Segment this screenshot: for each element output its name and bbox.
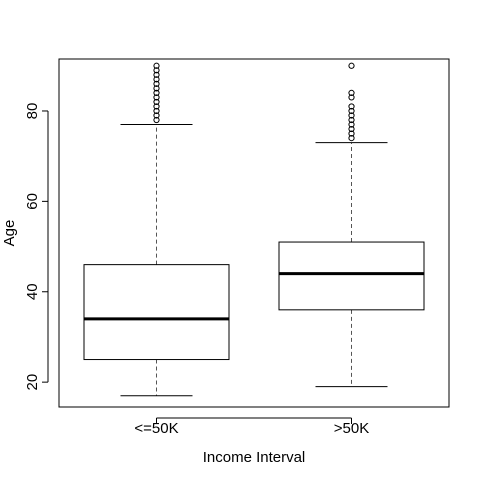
outlier-point: [348, 116, 355, 124]
outlier-point: [153, 62, 160, 69]
iqr-box: [83, 264, 230, 361]
outlier-point: [153, 67, 160, 74]
outlier-point: [153, 103, 160, 110]
outlier-point: [153, 98, 160, 106]
outlier-point: [153, 85, 160, 92]
outlier-point: [348, 130, 355, 137]
iqr-box: [278, 241, 425, 311]
x-tick-label: >50K: [334, 420, 369, 437]
outlier-point: [153, 76, 160, 83]
y-tick-label: 60: [24, 193, 41, 210]
outlier-point: [153, 80, 160, 87]
outlier-point: [348, 121, 355, 128]
y-axis-label: Age: [1, 220, 18, 247]
outlier-point: [153, 116, 160, 124]
outlier-point: [153, 107, 160, 115]
outlier-point: [348, 125, 355, 133]
outlier-point: [153, 89, 160, 96]
x-tick-label: <=50K: [134, 420, 178, 437]
y-tick-label: 80: [24, 103, 41, 120]
outlier-point: [348, 134, 355, 142]
outlier-point: [153, 71, 160, 78]
y-tick-label: 40: [24, 283, 41, 300]
plot-frame: [58, 58, 450, 408]
outlier-point: [348, 107, 355, 115]
y-tick-label: 20: [24, 374, 41, 391]
outlier-point: [348, 62, 355, 69]
outlier-point: [348, 103, 355, 110]
outlier-point: [153, 94, 160, 101]
outlier-point: [153, 112, 160, 119]
outlier-point: [348, 112, 355, 119]
x-axis-label: Income Interval: [203, 449, 306, 466]
outlier-point: [348, 94, 355, 101]
outlier-point: [348, 89, 355, 96]
